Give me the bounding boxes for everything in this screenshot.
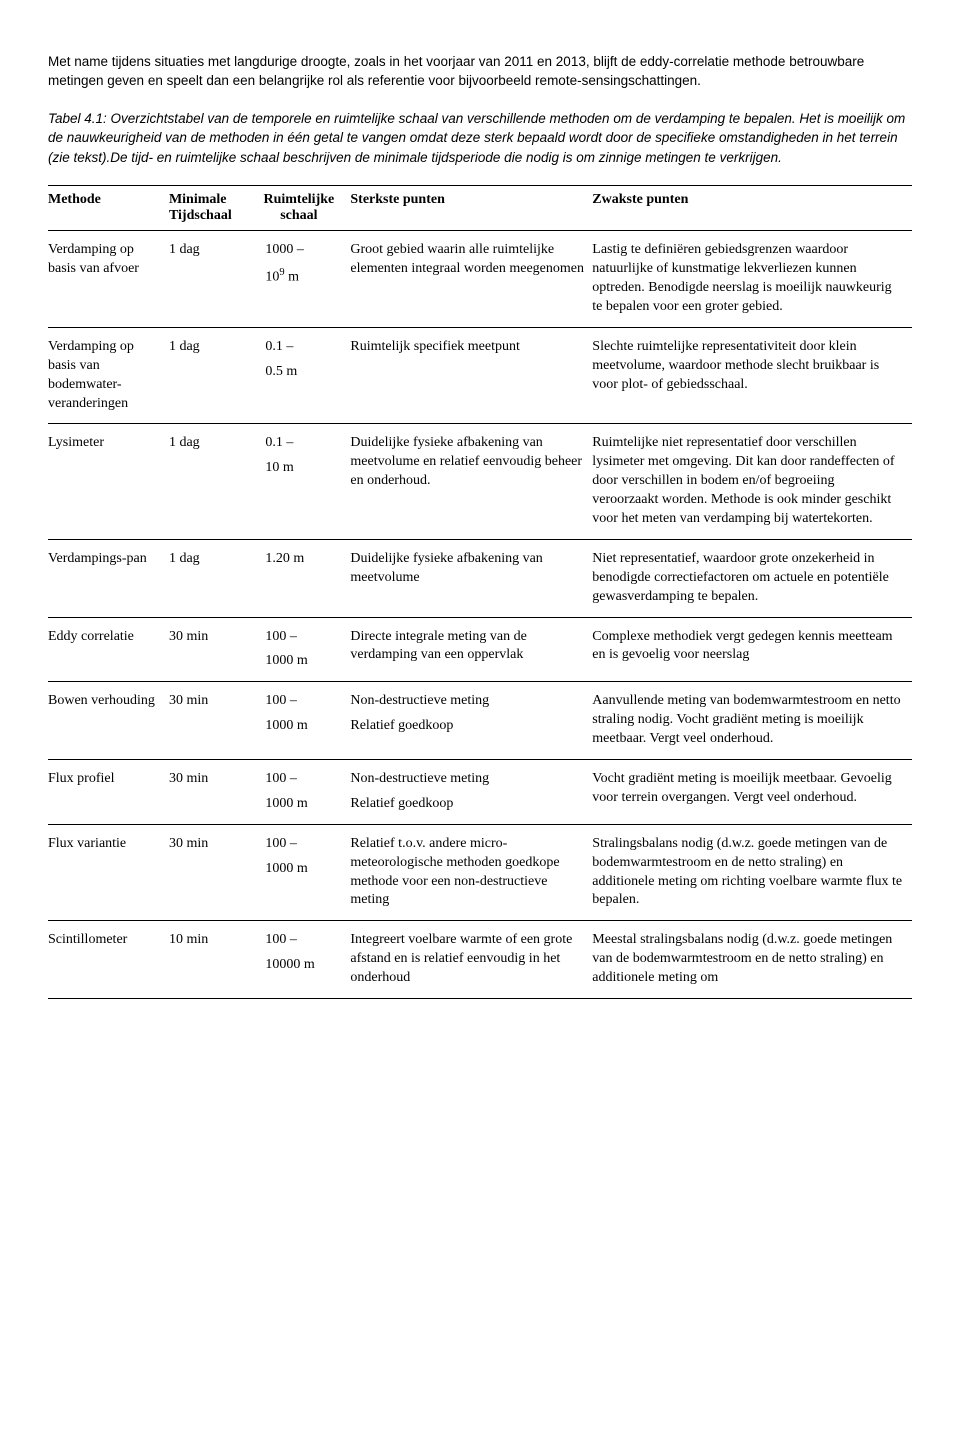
col-header-method: Methode	[48, 186, 169, 231]
cell-time: 30 min	[169, 617, 255, 682]
cell-weak: Vocht gradiënt meting is moeilijk meetba…	[592, 760, 912, 825]
cell-time: 1 dag	[169, 539, 255, 617]
col-header-text: Sterkste punten	[350, 192, 445, 207]
cell-strong: Directe integrale meting van de verdampi…	[350, 617, 592, 682]
cell-time: 30 min	[169, 682, 255, 760]
cell-weak: Slechte ruimtelijke representativiteit d…	[592, 327, 912, 424]
col-header-text: Ruimtelijke	[263, 192, 334, 207]
cell-weak: Stralingsbalans nodig (d.w.z. goede meti…	[592, 824, 912, 921]
cell-method: Lysimeter	[48, 424, 169, 539]
cell-weak: Complexe methodiek vergt gedegen kennis …	[592, 617, 912, 682]
table-row: Bowen verhouding30 min100 –1000 mNon-des…	[48, 682, 912, 760]
col-header-sub: schaal	[255, 208, 342, 224]
cell-weak: Meestal stralingsbalans nodig (d.w.z. go…	[592, 921, 912, 999]
col-header-spatial: Ruimtelijke schaal	[255, 186, 350, 231]
cell-spatial: 100 –1000 m	[255, 682, 350, 760]
cell-strong: Relatief t.o.v. andere micro-meteorologi…	[350, 824, 592, 921]
cell-strong: Non-destructieve metingRelatief goedkoop	[350, 760, 592, 825]
col-header-text: Minimale	[169, 192, 227, 207]
cell-method: Scintillometer	[48, 921, 169, 999]
cell-strong: Duidelijke fysieke afbakening van meetvo…	[350, 424, 592, 539]
table-row: Verdamping op basis van bodemwater-veran…	[48, 327, 912, 424]
cell-spatial: 1000 –109 m	[255, 231, 350, 328]
cell-method: Eddy correlatie	[48, 617, 169, 682]
cell-method: Verdampings-pan	[48, 539, 169, 617]
cell-spatial: 100 –1000 m	[255, 617, 350, 682]
table-row: Scintillometer10 min100 –10000 mIntegree…	[48, 921, 912, 999]
cell-time: 10 min	[169, 921, 255, 999]
cell-weak: Lastig te definiëren gebiedsgrenzen waar…	[592, 231, 912, 328]
cell-strong: Groot gebied waarin alle ruimtelijke ele…	[350, 231, 592, 328]
cell-time: 30 min	[169, 760, 255, 825]
intro-paragraph: Met name tijdens situaties met langdurig…	[48, 52, 912, 91]
cell-spatial: 0.1 –10 m	[255, 424, 350, 539]
col-header-sub: Tijdschaal	[169, 208, 247, 224]
cell-strong: Non-destructieve metingRelatief goedkoop	[350, 682, 592, 760]
table-row: Lysimeter1 dag0.1 –10 mDuidelijke fysiek…	[48, 424, 912, 539]
cell-time: 1 dag	[169, 424, 255, 539]
table-header-row: Methode Minimale Tijdschaal Ruimtelijke …	[48, 186, 912, 231]
cell-method: Verdamping op basis van bodemwater-veran…	[48, 327, 169, 424]
cell-spatial: 0.1 –0.5 m	[255, 327, 350, 424]
col-header-text: Zwakste punten	[592, 192, 688, 207]
cell-time: 30 min	[169, 824, 255, 921]
cell-method: Flux profiel	[48, 760, 169, 825]
cell-strong: Ruimtelijk specifiek meetpunt	[350, 327, 592, 424]
table-row: Flux variantie30 min100 –1000 mRelatief …	[48, 824, 912, 921]
table-row: Verdampings-pan1 dag1.20 mDuidelijke fys…	[48, 539, 912, 617]
col-header-text: Methode	[48, 192, 101, 207]
table-row: Verdamping op basis van afvoer1 dag1000 …	[48, 231, 912, 328]
cell-time: 1 dag	[169, 327, 255, 424]
col-header-time: Minimale Tijdschaal	[169, 186, 255, 231]
table-row: Flux profiel30 min100 –1000 mNon-destruc…	[48, 760, 912, 825]
col-header-weak: Zwakste punten	[592, 186, 912, 231]
col-header-strong: Sterkste punten	[350, 186, 592, 231]
cell-spatial: 100 –1000 m	[255, 760, 350, 825]
cell-method: Verdamping op basis van afvoer	[48, 231, 169, 328]
cell-spatial: 100 –10000 m	[255, 921, 350, 999]
cell-weak: Aanvullende meting van bodemwarmtestroom…	[592, 682, 912, 760]
table-row: Eddy correlatie30 min100 –1000 mDirecte …	[48, 617, 912, 682]
table-caption: Tabel 4.1: Overzichtstabel van de tempor…	[48, 109, 912, 168]
cell-strong: Duidelijke fysieke afbakening van meetvo…	[350, 539, 592, 617]
cell-time: 1 dag	[169, 231, 255, 328]
methods-table: Methode Minimale Tijdschaal Ruimtelijke …	[48, 185, 912, 999]
cell-weak: Niet representatief, waardoor grote onze…	[592, 539, 912, 617]
cell-spatial: 100 –1000 m	[255, 824, 350, 921]
cell-weak: Ruimtelijke niet representatief door ver…	[592, 424, 912, 539]
cell-method: Bowen verhouding	[48, 682, 169, 760]
cell-spatial: 1.20 m	[255, 539, 350, 617]
cell-method: Flux variantie	[48, 824, 169, 921]
cell-strong: Integreert voelbare warmte of een grote …	[350, 921, 592, 999]
